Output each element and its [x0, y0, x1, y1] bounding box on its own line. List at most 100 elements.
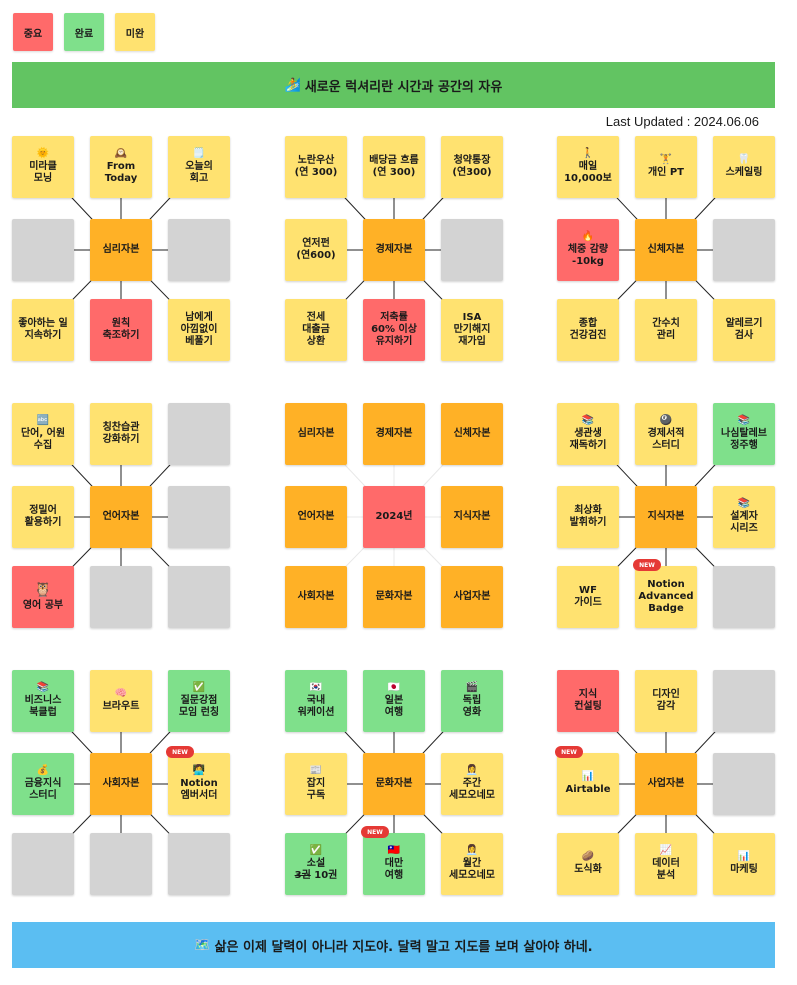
- note-label: 단어, 어원 수집: [20, 428, 66, 451]
- grid-economy-note[interactable]: 연저펀 (연600): [285, 219, 347, 281]
- grid-center-note[interactable]: 경제자본: [363, 403, 425, 465]
- grid-knowledge-note[interactable]: 📚 나심탈레브 정주행: [713, 403, 775, 465]
- note-label: 저축률 60% 이상 유지하기: [371, 312, 417, 347]
- grid-culture-note[interactable]: 🇹🇼 대만 여행: [363, 833, 425, 895]
- note-label: 간수치 관리: [652, 318, 680, 341]
- grid-culture-note[interactable]: 📰 잡지 구독: [285, 753, 347, 815]
- note-label: 칭찬습관 강화하기: [102, 422, 140, 445]
- grid-business-note[interactable]: [713, 670, 775, 732]
- note-icon: 🎬: [465, 682, 479, 693]
- grid-social-note[interactable]: ✅ 질문강점 모임 런칭: [168, 670, 230, 732]
- grid-body-note[interactable]: 🦷 스케일링: [713, 136, 775, 198]
- grid-business-note[interactable]: [713, 753, 775, 815]
- grid-social-note[interactable]: 🧠 브라우트: [90, 670, 152, 732]
- note-label: 경제자본: [375, 428, 413, 439]
- grid-knowledge-note[interactable]: 🎱 경제서적 스터디: [635, 403, 697, 465]
- grid-business-note[interactable]: 📊 Airtable: [557, 753, 619, 815]
- grid-knowledge-note[interactable]: 📚 설계자 시리즈: [713, 486, 775, 548]
- note-label: 지식자본: [647, 511, 685, 522]
- grid-language-note[interactable]: 정밀어 활용하기: [12, 486, 74, 548]
- grid-psychology-note[interactable]: 원칙 축조하기: [90, 299, 152, 361]
- grid-body-note[interactable]: 🏋️ 개인 PT: [635, 136, 697, 198]
- grid-business-note[interactable]: 🥔 도식화: [557, 833, 619, 895]
- grid-culture-note[interactable]: 👩‍💼 월간 세모오네모: [441, 833, 503, 895]
- note-label: 심리자본: [102, 244, 140, 255]
- grid-center-note[interactable]: 신체자본: [441, 403, 503, 465]
- grid-business-note[interactable]: 📊 마케팅: [713, 833, 775, 895]
- grid-body-center-note[interactable]: 신체자본: [635, 219, 697, 281]
- note-icon: 🕰️: [114, 148, 128, 159]
- note-icon: 🦷: [737, 154, 751, 165]
- grid-psychology-note[interactable]: 좋아하는 일 지속하기: [12, 299, 74, 361]
- grid-knowledge-note[interactable]: 최상화 발휘하기: [557, 486, 619, 548]
- grid-social-note[interactable]: [168, 833, 230, 895]
- grid-economy-center-note[interactable]: 경제자본: [363, 219, 425, 281]
- grid-center-note[interactable]: 사업자본: [441, 566, 503, 628]
- note-label: 데이터 분석: [652, 858, 680, 881]
- grid-psychology-center-note[interactable]: 심리자본: [90, 219, 152, 281]
- grid-knowledge-center-note[interactable]: 지식자본: [635, 486, 697, 548]
- grid-culture-center-note[interactable]: 문화자본: [363, 753, 425, 815]
- grid-center-note[interactable]: 사회자본: [285, 566, 347, 628]
- grid-body-note[interactable]: 🔥 체중 감량 -10kg: [557, 219, 619, 281]
- grid-language-note[interactable]: [168, 566, 230, 628]
- grid-language-note[interactable]: 칭찬습관 강화하기: [90, 403, 152, 465]
- grid-economy-note[interactable]: 청약통장 (연300): [441, 136, 503, 198]
- grid-knowledge-note[interactable]: 📚 생관생 재독하기: [557, 403, 619, 465]
- grid-economy-note[interactable]: 저축률 60% 이상 유지하기: [363, 299, 425, 361]
- grid-psychology-note[interactable]: 🗒️ 오늘의 회고: [168, 136, 230, 198]
- grid-body-note[interactable]: [713, 219, 775, 281]
- grid-center-note[interactable]: 지식자본: [441, 486, 503, 548]
- grid-knowledge-note[interactable]: WF 가이드: [557, 566, 619, 628]
- grid-language-note[interactable]: 🔤 단어, 어원 수집: [12, 403, 74, 465]
- grid-social-center-note[interactable]: 사회자본: [90, 753, 152, 815]
- grid-economy-note[interactable]: [441, 219, 503, 281]
- grid-body-note[interactable]: 종합 건강검진: [557, 299, 619, 361]
- grid-business-note[interactable]: 지식 컨설팅: [557, 670, 619, 732]
- grid-language-center-note[interactable]: 언어자본: [90, 486, 152, 548]
- grid-social-note[interactable]: [12, 833, 74, 895]
- grid-culture-note[interactable]: 🇯🇵 일본 여행: [363, 670, 425, 732]
- note-icon: 🇰🇷: [309, 682, 323, 693]
- grid-center-note[interactable]: 문화자본: [363, 566, 425, 628]
- note-label: Airtable: [565, 784, 611, 795]
- grid-culture-note[interactable]: 👩‍💼 주간 세모오네모: [441, 753, 503, 815]
- grid-social-note[interactable]: 📚 비즈니스 북클럽: [12, 670, 74, 732]
- grid-body-note[interactable]: 알레르기 검사: [713, 299, 775, 361]
- note-icon: 🥔: [581, 851, 595, 862]
- grid-economy-note[interactable]: 노란우산 (연 300): [285, 136, 347, 198]
- grid-center-note[interactable]: 언어자본: [285, 486, 347, 548]
- grid-social-note[interactable]: 💰 금융지식 스터디: [12, 753, 74, 815]
- grid-social-note[interactable]: 👩‍💻 Notion 엠버서더: [168, 753, 230, 815]
- grid-language-note[interactable]: [168, 486, 230, 548]
- grid-psychology-note[interactable]: [12, 219, 74, 281]
- grid-knowledge-note[interactable]: Notion Advanced Badge: [635, 566, 697, 628]
- note-label: 심리자본: [297, 428, 335, 439]
- grid-culture-note[interactable]: 🎬 독립 영화: [441, 670, 503, 732]
- grid-body-note[interactable]: 🚶 매일 10,000보: [557, 136, 619, 198]
- note-label: 체중 감량 -10kg: [567, 244, 609, 267]
- grid-knowledge-note[interactable]: [713, 566, 775, 628]
- note-icon: 🦉: [34, 581, 52, 598]
- grid-language-note[interactable]: [90, 566, 152, 628]
- grid-culture-note[interactable]: 🇰🇷 국내 워케이션: [285, 670, 347, 732]
- grid-social-note[interactable]: [90, 833, 152, 895]
- grid-psychology-note[interactable]: [168, 219, 230, 281]
- footer-banner: 🗺️ 삶은 이제 달력이 아니라 지도야. 달력 말고 지도를 보며 살아야 하…: [12, 922, 775, 968]
- grid-economy-note[interactable]: ISA 만기해지 재가입: [441, 299, 503, 361]
- grid-language-note[interactable]: 🦉 영어 공부: [12, 566, 74, 628]
- grid-center-note[interactable]: 심리자본: [285, 403, 347, 465]
- grid-psychology-note[interactable]: 남에게 아낌없이 베풀기: [168, 299, 230, 361]
- grid-business-note[interactable]: 디자인 감각: [635, 670, 697, 732]
- grid-business-note[interactable]: 📈 데이터 분석: [635, 833, 697, 895]
- grid-psychology-note[interactable]: 🌞 미라클 모닝: [12, 136, 74, 198]
- grid-economy-note[interactable]: 전세 대출금 상환: [285, 299, 347, 361]
- grid-language-note[interactable]: [168, 403, 230, 465]
- note-icon: 👩‍💼: [465, 845, 479, 856]
- grid-center-center-note[interactable]: 2024년: [363, 486, 425, 548]
- grid-psychology-note[interactable]: 🕰️ From Today: [90, 136, 152, 198]
- grid-business-center-note[interactable]: 사업자본: [635, 753, 697, 815]
- grid-culture-note[interactable]: ✅ 소설 3권 10권: [285, 833, 347, 895]
- grid-economy-note[interactable]: 배당금 흐름 (연 300): [363, 136, 425, 198]
- grid-body-note[interactable]: 간수치 관리: [635, 299, 697, 361]
